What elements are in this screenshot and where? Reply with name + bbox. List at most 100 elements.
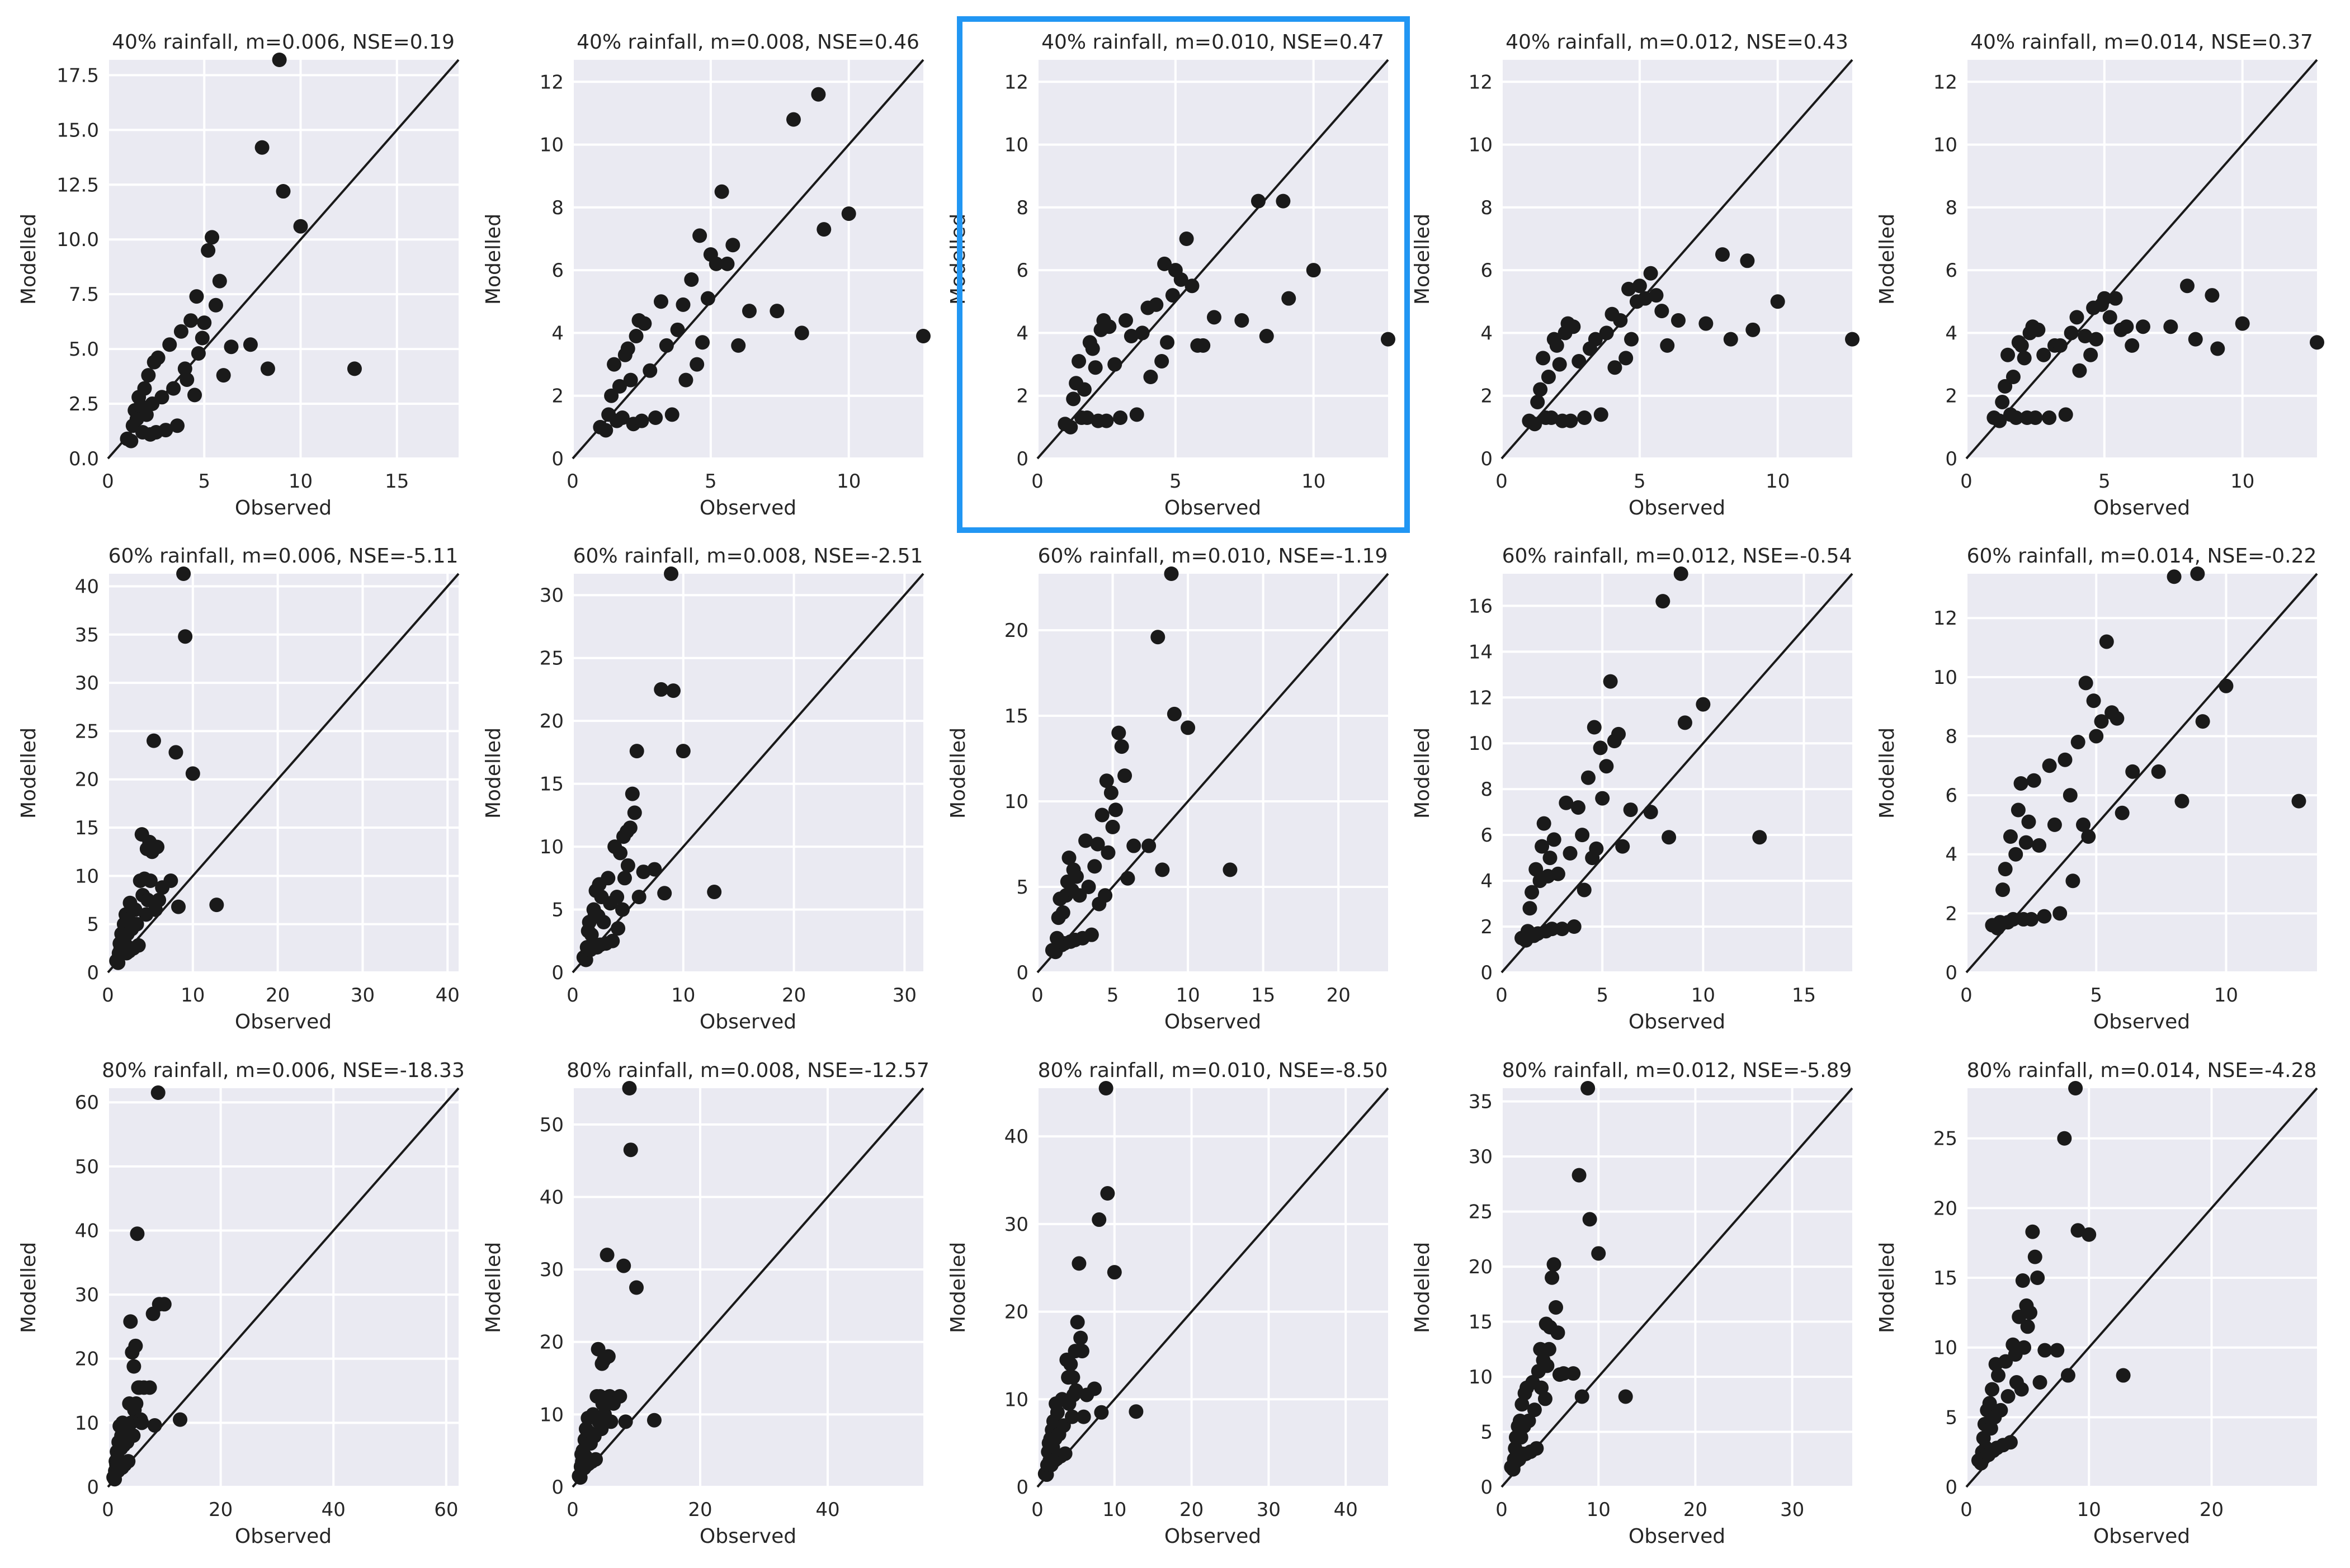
data-point [166, 381, 181, 396]
x-tick-label: 10 [181, 984, 205, 1007]
data-point [629, 329, 644, 344]
one-to-one-line [1500, 59, 1853, 460]
data-point [1566, 919, 1582, 934]
data-point [916, 329, 931, 344]
data-point [2000, 347, 2016, 362]
data-point [150, 1085, 166, 1101]
y-tick-label: 30 [1469, 1146, 1493, 1168]
y-tick-label: 4 [1945, 844, 1957, 866]
x-tick-label: 40 [436, 984, 460, 1007]
x-tick-label: 0 [1031, 470, 1044, 493]
data-point [1632, 278, 1647, 294]
y-axis-label: Modelled [947, 1242, 970, 1333]
y-tick-label: 35 [75, 624, 99, 646]
data-point [1074, 1344, 1089, 1359]
data-point [1065, 1370, 1080, 1385]
y-tick-label: 25 [1933, 1128, 1957, 1150]
data-point [2052, 906, 2068, 921]
data-point [1065, 1409, 1080, 1424]
data-point [1618, 351, 1634, 366]
y-tick-label: 30 [1004, 1213, 1028, 1236]
data-point [647, 862, 662, 877]
data-point [260, 361, 275, 376]
data-point [1107, 357, 1122, 372]
panel-title: 40% rainfall, m=0.012, NSE=0.43 [1506, 31, 1848, 54]
y-tick-label: 20 [1004, 1301, 1028, 1324]
data-point [208, 297, 223, 313]
data-point [1058, 1446, 1073, 1461]
data-point [596, 915, 611, 930]
x-tick-label: 0 [1031, 984, 1044, 1007]
data-point [129, 1396, 144, 1411]
y-tick-label: 12 [1933, 607, 1957, 630]
data-point [2018, 835, 2033, 850]
y-tick-label: 8 [1016, 197, 1028, 219]
data-point [2047, 817, 2062, 832]
data-point [1587, 720, 1602, 735]
data-point [1099, 773, 1114, 788]
data-point [1149, 297, 1164, 312]
data-point [1135, 325, 1150, 341]
data-point [195, 330, 210, 346]
x-tick-label: 5 [1169, 470, 1182, 493]
y-tick-label: 15 [1933, 1267, 1957, 1290]
panel-title: 60% rainfall, m=0.006, NSE=-5.11 [108, 545, 459, 568]
data-point [173, 1412, 188, 1427]
scatter-panel: 0 5 10 15 20 0 5 10 15 20 60% rainfall, m=0.010, N… [947, 545, 1389, 1033]
data-point [1745, 322, 1761, 337]
data-point [2069, 310, 2084, 325]
data-point [2174, 794, 2189, 809]
x-tick-label: 20 [1683, 1499, 1707, 1521]
data-point [1514, 1397, 1530, 1412]
data-point [1250, 193, 1266, 209]
data-point [1111, 725, 1126, 740]
data-point [2025, 1224, 2040, 1239]
x-tick-label: 15 [1251, 984, 1275, 1007]
data-point [1063, 1357, 1078, 1372]
data-point [2081, 829, 2096, 844]
y-axis-label: Modelled [17, 728, 40, 819]
y-tick-label: 4 [1480, 870, 1493, 892]
panel-title: 80% rainfall, m=0.012, NSE=-5.89 [1502, 1059, 1852, 1082]
y-tick-label: 5 [1016, 876, 1028, 899]
data-point [1141, 838, 1157, 853]
data-point [2014, 338, 2029, 353]
data-point [2060, 1368, 2075, 1383]
x-tick-label: 0 [1495, 470, 1508, 493]
x-tick-label: 5 [1634, 470, 1646, 493]
data-point [2065, 873, 2080, 889]
data-point [205, 230, 220, 245]
data-point [612, 379, 627, 394]
data-point [1566, 1366, 1581, 1381]
y-tick-label: 2 [1480, 916, 1493, 938]
data-point [2032, 838, 2047, 853]
data-point [605, 933, 620, 948]
y-tick-label: 8 [1480, 197, 1493, 219]
data-point [2125, 338, 2140, 353]
data-point [1662, 830, 1677, 845]
data-point [123, 1314, 138, 1329]
panel-title: 60% rainfall, m=0.010, NSE=-1.19 [1038, 545, 1388, 568]
data-point [150, 839, 165, 854]
x-tick-label: 20 [209, 1499, 233, 1521]
data-point [2291, 794, 2306, 809]
data-point [173, 324, 188, 339]
y-tick-label: 20 [75, 1348, 99, 1371]
y-tick-label: 40 [75, 1220, 99, 1242]
data-point [1155, 862, 1170, 877]
x-axis-label: Observed [700, 1525, 796, 1548]
data-point [1528, 862, 1544, 877]
data-point [1055, 905, 1070, 920]
data-point [150, 350, 166, 365]
data-point [676, 744, 691, 759]
one-to-one-line [572, 573, 924, 974]
data-point [1559, 795, 1574, 810]
data-point [591, 1342, 606, 1357]
x-tick-label: 40 [1334, 1499, 1358, 1521]
data-point [620, 858, 635, 873]
x-tick-label: 5 [1107, 984, 1119, 1007]
data-point [2008, 847, 2023, 862]
data-point [183, 313, 199, 328]
x-tick-label: 0 [102, 1499, 114, 1521]
data-point [631, 890, 647, 905]
